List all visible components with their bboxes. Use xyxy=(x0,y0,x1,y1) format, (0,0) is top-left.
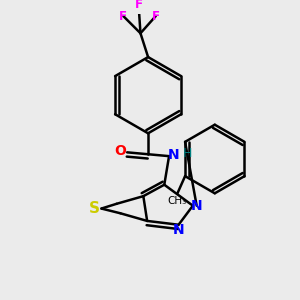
Text: S: S xyxy=(89,201,100,216)
Text: N: N xyxy=(191,199,203,213)
Text: CH₃: CH₃ xyxy=(168,196,187,206)
Text: F: F xyxy=(119,10,127,22)
Text: F: F xyxy=(135,0,142,11)
Text: N: N xyxy=(168,148,180,162)
Text: N: N xyxy=(173,224,184,238)
Text: O: O xyxy=(115,144,126,158)
Text: H: H xyxy=(182,147,192,160)
Text: F: F xyxy=(152,10,160,22)
